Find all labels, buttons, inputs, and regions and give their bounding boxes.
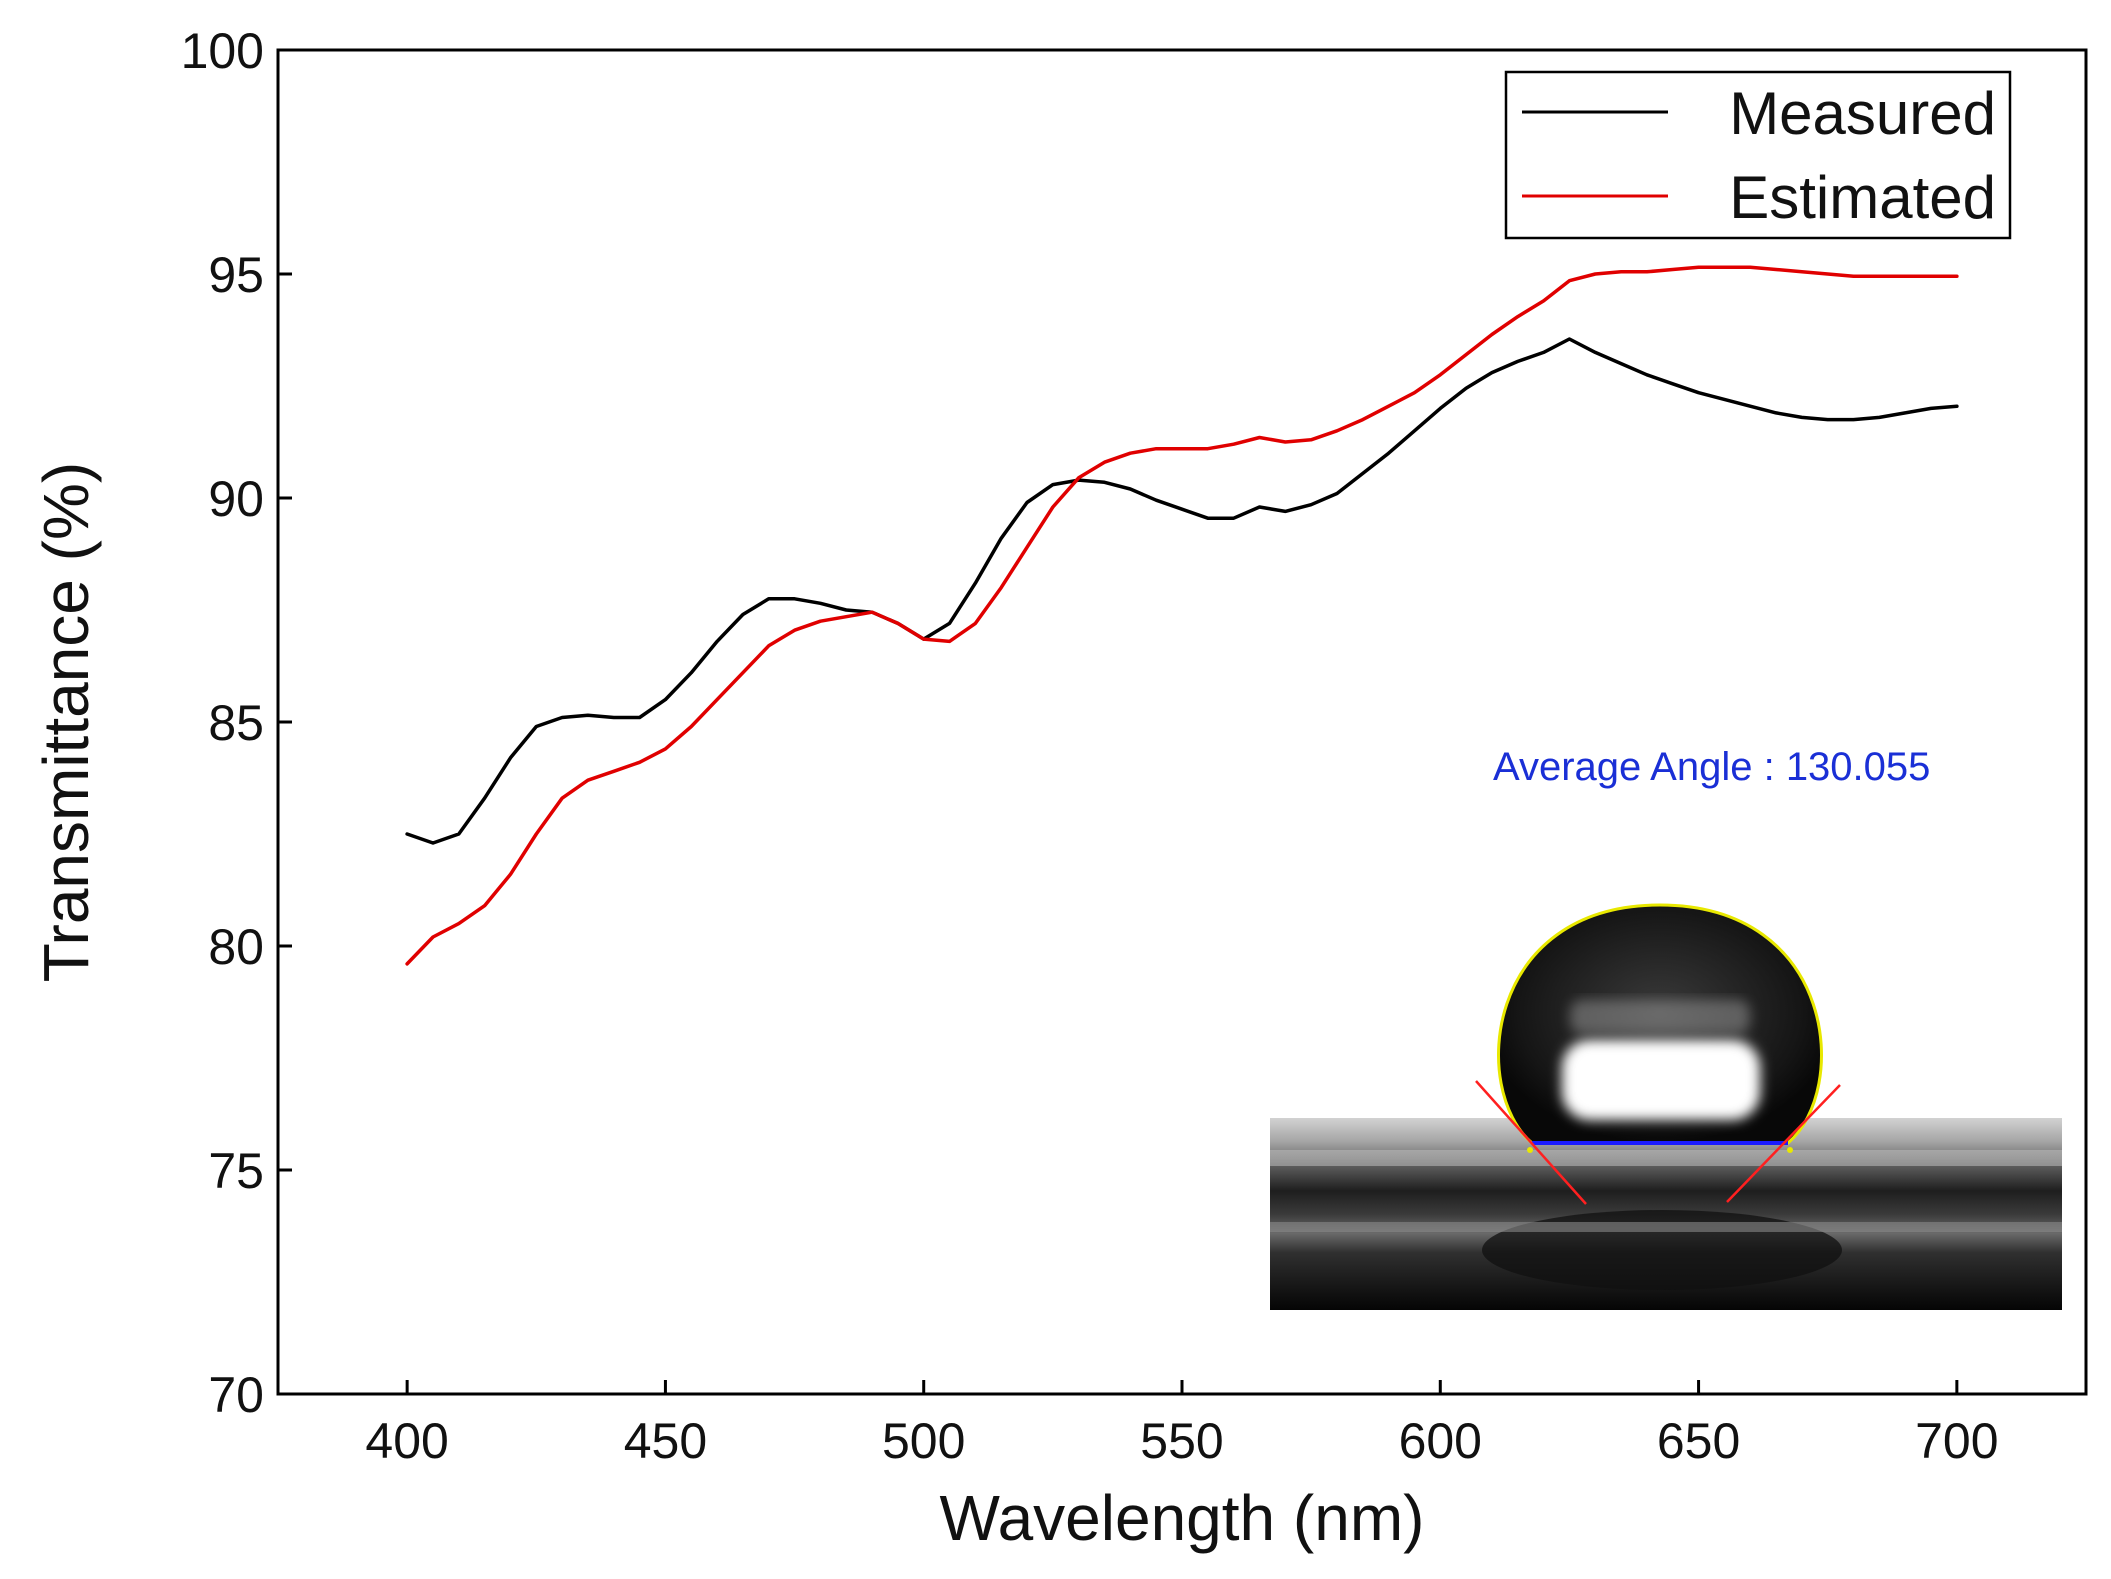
- series-layer: [405, 265, 1959, 966]
- y-tick-label-70: 70: [208, 1367, 264, 1423]
- y-tick-label-100: 100: [181, 23, 264, 79]
- x-tick-label-600: 600: [1399, 1413, 1482, 1469]
- y-tick-label-95: 95: [208, 247, 264, 303]
- x-tick-label-500: 500: [882, 1413, 965, 1469]
- x-axis-label: Wavelength (nm): [940, 1482, 1425, 1554]
- series-line-measured: [405, 337, 1959, 845]
- legend: Measured Estimated: [1504, 70, 2012, 240]
- axis-ticks: 400 450 500 550 600 650 700 70 75 80 85 90 95 100: [181, 23, 1999, 1469]
- y-tick-label-85: 85: [208, 695, 264, 751]
- y-tick-label-75: 75: [208, 1143, 264, 1199]
- x-tick-label-650: 650: [1657, 1413, 1740, 1469]
- x-tick-label-450: 450: [624, 1413, 707, 1469]
- x-tick-label-400: 400: [365, 1413, 448, 1469]
- y-tick-label-80: 80: [208, 919, 264, 975]
- x-tick-label-550: 550: [1140, 1413, 1223, 1469]
- tangent-line-left: [1475, 1080, 1587, 1205]
- average-angle-annotation: Average Angle : 130.055: [1493, 745, 1930, 789]
- series-line-estimated: [405, 265, 1959, 966]
- legend-label-measured: Measured: [1729, 80, 1996, 147]
- y-tick-label-90: 90: [208, 471, 264, 527]
- legend-box: [1504, 70, 2012, 240]
- y-axis-label: Transmittance (%): [30, 462, 102, 982]
- legend-label-estimated: Estimated: [1729, 164, 1996, 231]
- contact-angle-inset-image: [1270, 903, 2062, 1310]
- tangent-line-right: [1726, 1084, 1841, 1203]
- x-tick-label-700: 700: [1915, 1413, 1998, 1469]
